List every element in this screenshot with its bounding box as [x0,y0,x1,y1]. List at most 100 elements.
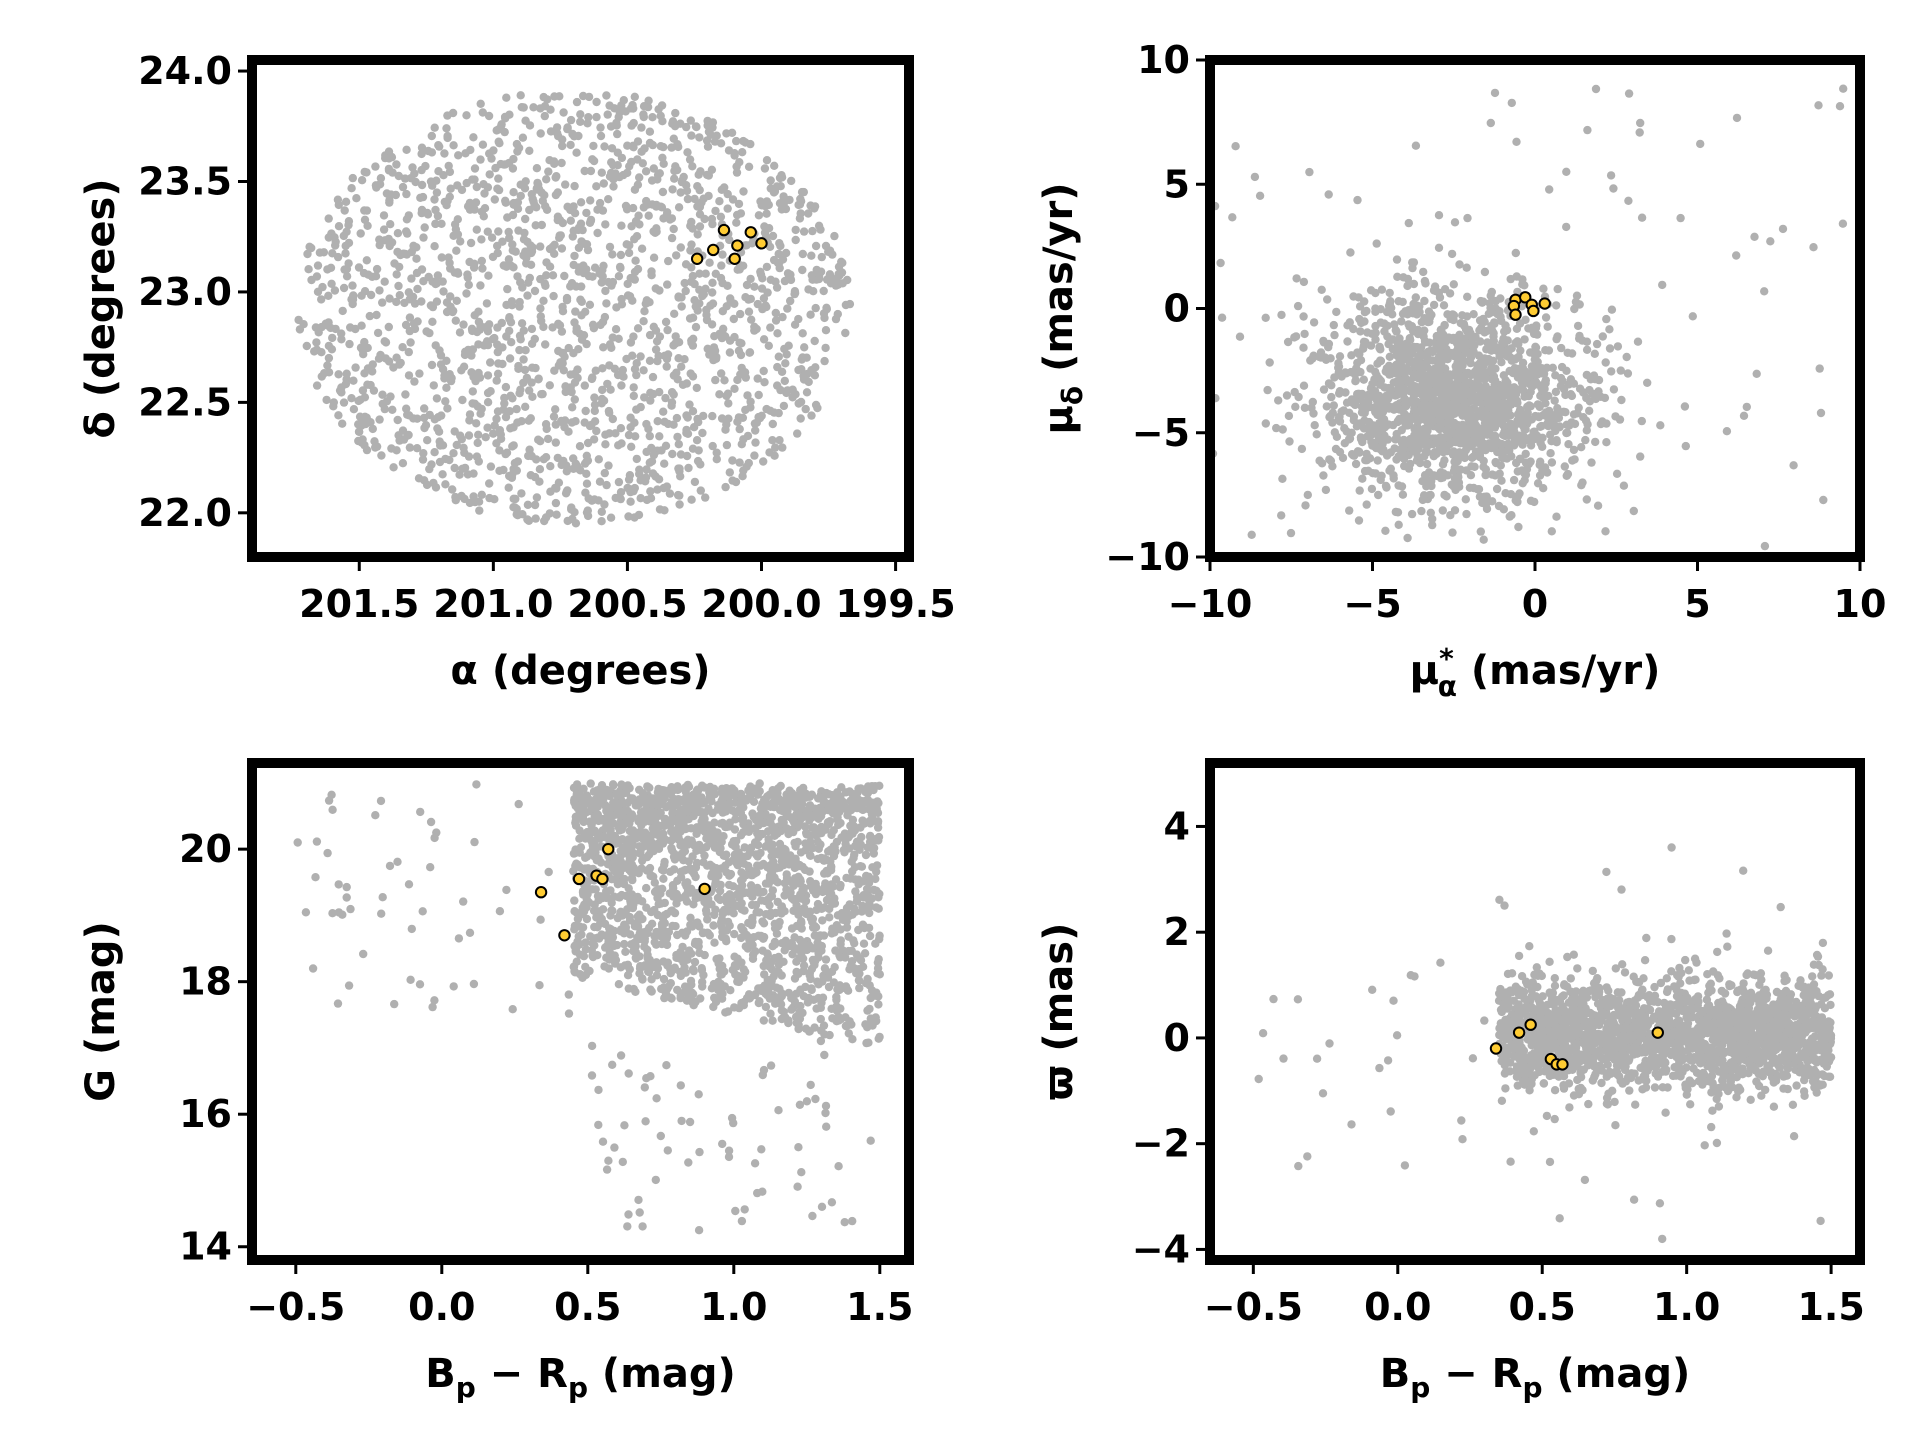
field-star-point [1562,167,1571,176]
field-star-point [699,970,708,980]
field-star-point [500,127,509,137]
field-star-point [805,867,814,876]
field-star-point [817,1026,826,1035]
field-star-point [521,116,530,125]
member-star-point [731,239,744,252]
field-star-point [797,365,806,374]
field-star-point [1392,404,1401,413]
field-star-point [701,493,710,502]
field-star-point [611,429,620,438]
field-star-point [307,275,316,285]
field-star-point [576,117,585,127]
field-star-point [1291,402,1300,411]
field-star-point [875,934,884,944]
field-star-point [1520,425,1529,434]
x-tick-label: 201.5 [299,582,419,626]
field-star-point [742,280,752,290]
field-star-point [1816,408,1826,418]
field-star-point [1541,379,1550,388]
field-star-point [1407,509,1417,519]
field-star-point [479,180,488,189]
field-star-point [722,391,731,401]
field-star-point [312,338,321,347]
field-star-point [786,888,795,897]
field-star-point [378,298,387,307]
field-star-point [440,149,449,158]
field-star-point [1722,427,1732,436]
field-star-point [530,334,539,344]
field-star-point [770,161,779,170]
field-star-point [800,343,809,352]
field-star-point [801,404,810,414]
field-star-point [468,387,477,396]
field-star-point [1602,438,1611,447]
field-star-point [689,423,699,432]
field-star-point [675,491,684,500]
field-star-point [1377,285,1387,294]
field-star-point [483,227,492,236]
field-star-point [574,243,584,252]
field-star-point [709,921,718,930]
field-star-point [1398,490,1408,499]
field-star-point [598,364,607,373]
field-star-point [637,123,646,132]
x-tick-label: 201.0 [433,582,553,626]
field-star-point [568,130,577,139]
field-star-point [1583,125,1592,135]
field-star-point [1484,400,1494,410]
field-star-point [637,244,647,253]
field-star-point [1319,471,1328,480]
field-star-point [512,466,521,475]
field-star-point [721,851,730,861]
field-star-point [582,208,591,218]
field-star-point [642,419,651,429]
field-star-point [597,507,606,516]
field-star-point [599,396,609,405]
field-star-point [550,92,559,101]
field-star-point [1633,337,1643,346]
field-star-point [334,222,344,231]
field-star-point [639,366,648,375]
field-star-point [395,291,404,300]
field-star-point [349,376,358,385]
field-star-point [632,454,641,464]
field-star-point [583,119,592,128]
field-star-point [487,233,497,242]
field-star-point [1427,476,1436,485]
field-star-point [754,211,764,220]
field-star-point [751,438,760,447]
field-star-point [1469,418,1479,427]
field-star-point [1546,430,1555,439]
field-star-point [1462,405,1471,415]
field-star-point [359,268,369,278]
field-star-point [642,465,651,474]
field-star-point [717,922,726,931]
field-star-point [1487,364,1496,374]
field-star-point [765,242,775,251]
field-star-point [1322,402,1332,411]
field-star-point [1528,368,1537,377]
field-star-point [826,279,836,288]
field-star-point [338,306,347,316]
field-star-point [757,411,766,420]
field-star-point [1466,358,1475,368]
field-star-point [499,261,508,270]
field-star-point [1596,392,1606,401]
field-star-point [570,395,579,404]
field-star-point [1385,352,1395,361]
field-star-point [1367,484,1377,494]
field-star-point [1615,415,1625,424]
field-star-point [379,225,389,234]
field-star-point [604,406,614,416]
field-star-point [1458,352,1467,362]
field-star-point [401,390,410,399]
field-star-point [636,352,645,361]
field-star-point [531,221,540,230]
field-star-point [570,896,579,905]
field-star-point [794,399,803,408]
field-star-point [1294,392,1303,402]
field-star-point [331,241,340,250]
field-star-point [712,448,721,457]
field-star-point [520,365,530,375]
field-star-point [645,330,655,340]
